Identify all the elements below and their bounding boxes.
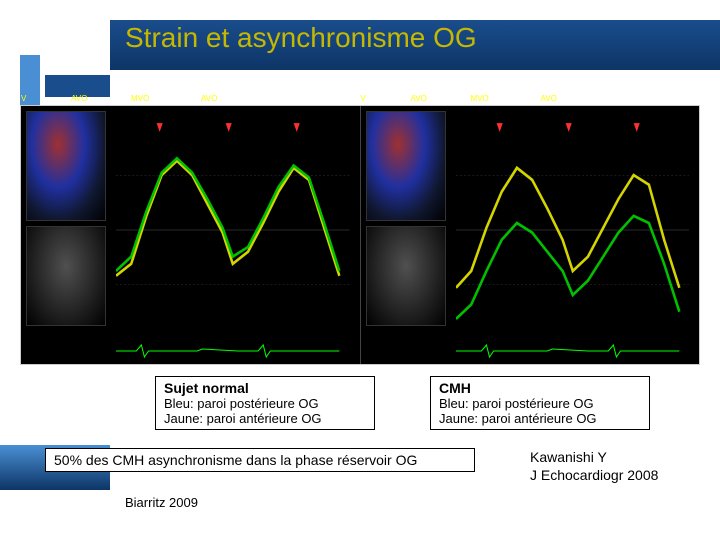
caption-left-line1: Bleu: paroi postérieure OG [164,396,366,411]
caption-right-line2: Jaune: paroi antérieure OG [439,411,641,426]
citation-author: Kawanishi Y [530,448,658,466]
panel-left-top-labels: VAVOMVOAVO [21,94,360,106]
caption-left: Sujet normal Bleu: paroi postérieure OG … [155,376,375,430]
ecg-strip-left [116,343,350,361]
slide-title: Strain et asynchronisme OG [125,22,477,54]
strain-chart-right [456,121,690,339]
summary-box: 50% des CMH asynchronisme dans la phase … [45,448,475,472]
echo-bmode-thumb [366,226,446,326]
panel-right-top-labels: VAVOMVOAVO [361,94,700,106]
citation: Kawanishi Y J Echocardiogr 2008 [530,448,658,484]
strain-chart-left [116,121,350,339]
caption-right: CMH Bleu: paroi postérieure OG Jaune: pa… [430,376,650,430]
caption-right-line1: Bleu: paroi postérieure OG [439,396,641,411]
echo-bmode-thumb [26,226,106,326]
footer-label: Biarritz 2009 [125,495,198,510]
panel-cmh: VAVOMVOAVO [360,106,700,364]
panel-normal: VAVOMVOAVO [21,106,360,364]
caption-left-line2: Jaune: paroi antérieure OG [164,411,366,426]
echo-color-doppler-thumb [26,111,106,221]
ecg-strip-right [456,343,690,361]
caption-left-title: Sujet normal [164,380,366,396]
citation-journal: J Echocardiogr 2008 [530,466,658,484]
figure-area: VAVOMVOAVO VAVOMVOAVO [20,105,700,365]
echo-color-doppler-thumb [366,111,446,221]
caption-right-title: CMH [439,380,641,396]
